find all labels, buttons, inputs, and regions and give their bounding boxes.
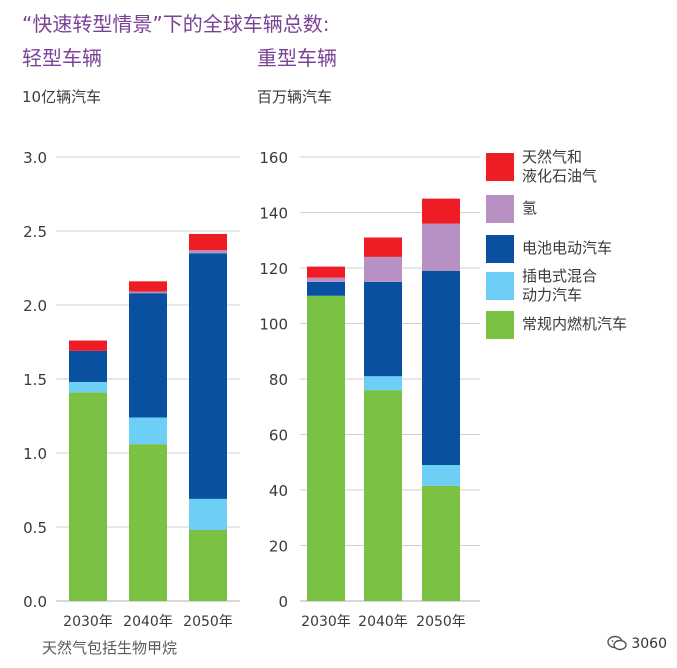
light-ytick-label: 2.5 — [23, 223, 47, 241]
light-bar-phev-1 — [69, 381, 107, 393]
heavy-bar-bev-2 — [364, 281, 402, 377]
heavy-bar-hydrogen-3 — [422, 223, 460, 271]
heavy-ytick-label: 120 — [259, 260, 288, 278]
light-bar-phev-2 — [129, 417, 167, 445]
heavy-bar-ice-3 — [422, 485, 460, 601]
heavy-bar-ice-2 — [364, 390, 402, 601]
heavy-bar-bev-1 — [307, 281, 345, 296]
light-bar-gas-2 — [129, 281, 167, 292]
heavy-vehicles-unit: 百万辆汽车 — [257, 88, 333, 106]
light-bar-phev-3 — [189, 498, 227, 530]
legend-label: 电池电动汽车 — [522, 239, 613, 257]
heavy-ytick-label: 80 — [269, 371, 288, 389]
legend-swatch — [486, 311, 514, 339]
legend-label: 氢 — [522, 199, 538, 217]
light-bar-ice-2 — [129, 444, 167, 601]
legend-swatch — [486, 153, 514, 181]
legend-label: 常规内燃机汽车 — [522, 315, 628, 333]
legend-swatch — [486, 272, 514, 300]
legend-swatch — [486, 195, 514, 223]
light-ytick-label: 2.0 — [23, 297, 47, 315]
heavy-ytick-label: 160 — [259, 149, 288, 167]
heavy-bar-hydrogen-2 — [364, 256, 402, 282]
light-ytick-label: 1.0 — [23, 445, 47, 463]
legend-swatch — [486, 235, 514, 263]
heavy-bar-bev-3 — [422, 270, 460, 466]
light-bar-bev-3 — [189, 253, 227, 499]
light-ytick-label: 3.0 — [23, 149, 47, 167]
wechat-icon — [607, 635, 628, 651]
light-vehicles-unit: 10亿辆汽车 — [22, 88, 102, 106]
heavy-category-label: 2050年 — [416, 614, 466, 630]
light-bar-gas-1 — [69, 340, 107, 351]
light-bar-gas-3 — [189, 233, 227, 251]
light-vehicles-subtitle: 轻型车辆 — [22, 46, 102, 70]
legend-label: 天然气和 液化石油气 — [522, 148, 598, 185]
chart-title: “快速转型情景”下的全球车辆总数: — [22, 12, 330, 36]
light-bar-bev-1 — [69, 350, 107, 382]
heavy-category-label: 2030年 — [301, 614, 351, 630]
heavy-ytick-label: 100 — [259, 316, 288, 334]
watermark: 3060 — [607, 635, 667, 652]
heavy-bar-phev-2 — [364, 376, 402, 391]
heavy-vehicles-subtitle: 重型车辆 — [257, 46, 337, 70]
light-ytick-label: 0.5 — [23, 519, 47, 537]
heavy-ytick-label: 60 — [269, 427, 288, 445]
watermark-text: 3060 — [631, 636, 667, 652]
light-category-label: 2050年 — [183, 614, 233, 630]
light-bar-hydrogen-2 — [129, 291, 167, 294]
light-bar-bev-2 — [129, 293, 167, 418]
heavy-ytick-label: 140 — [259, 205, 288, 223]
light-ytick-label: 1.5 — [23, 371, 47, 389]
legend-label: 插电式混合 动力汽车 — [522, 267, 598, 304]
light-ytick-label: 0.0 — [23, 593, 47, 611]
light-bar-hydrogen-3 — [189, 250, 227, 254]
heavy-ytick-label: 40 — [269, 482, 288, 500]
light-category-label: 2030年 — [63, 614, 113, 630]
light-bar-ice-1 — [69, 392, 107, 601]
light-category-label: 2040年 — [123, 614, 173, 630]
heavy-bar-gas-3 — [422, 198, 460, 224]
heavy-bar-hydrogen-1 — [307, 277, 345, 282]
heavy-bar-gas-2 — [364, 237, 402, 257]
heavy-bar-ice-1 — [307, 295, 345, 601]
heavy-bar-gas-1 — [307, 266, 345, 278]
light-bar-ice-3 — [189, 529, 227, 601]
footnote: 天然气包括生物甲烷 — [42, 639, 178, 657]
heavy-bar-phev-3 — [422, 465, 460, 486]
heavy-category-label: 2040年 — [358, 614, 408, 630]
heavy-ytick-label: 20 — [269, 538, 288, 556]
heavy-ytick-label: 0 — [278, 593, 288, 611]
